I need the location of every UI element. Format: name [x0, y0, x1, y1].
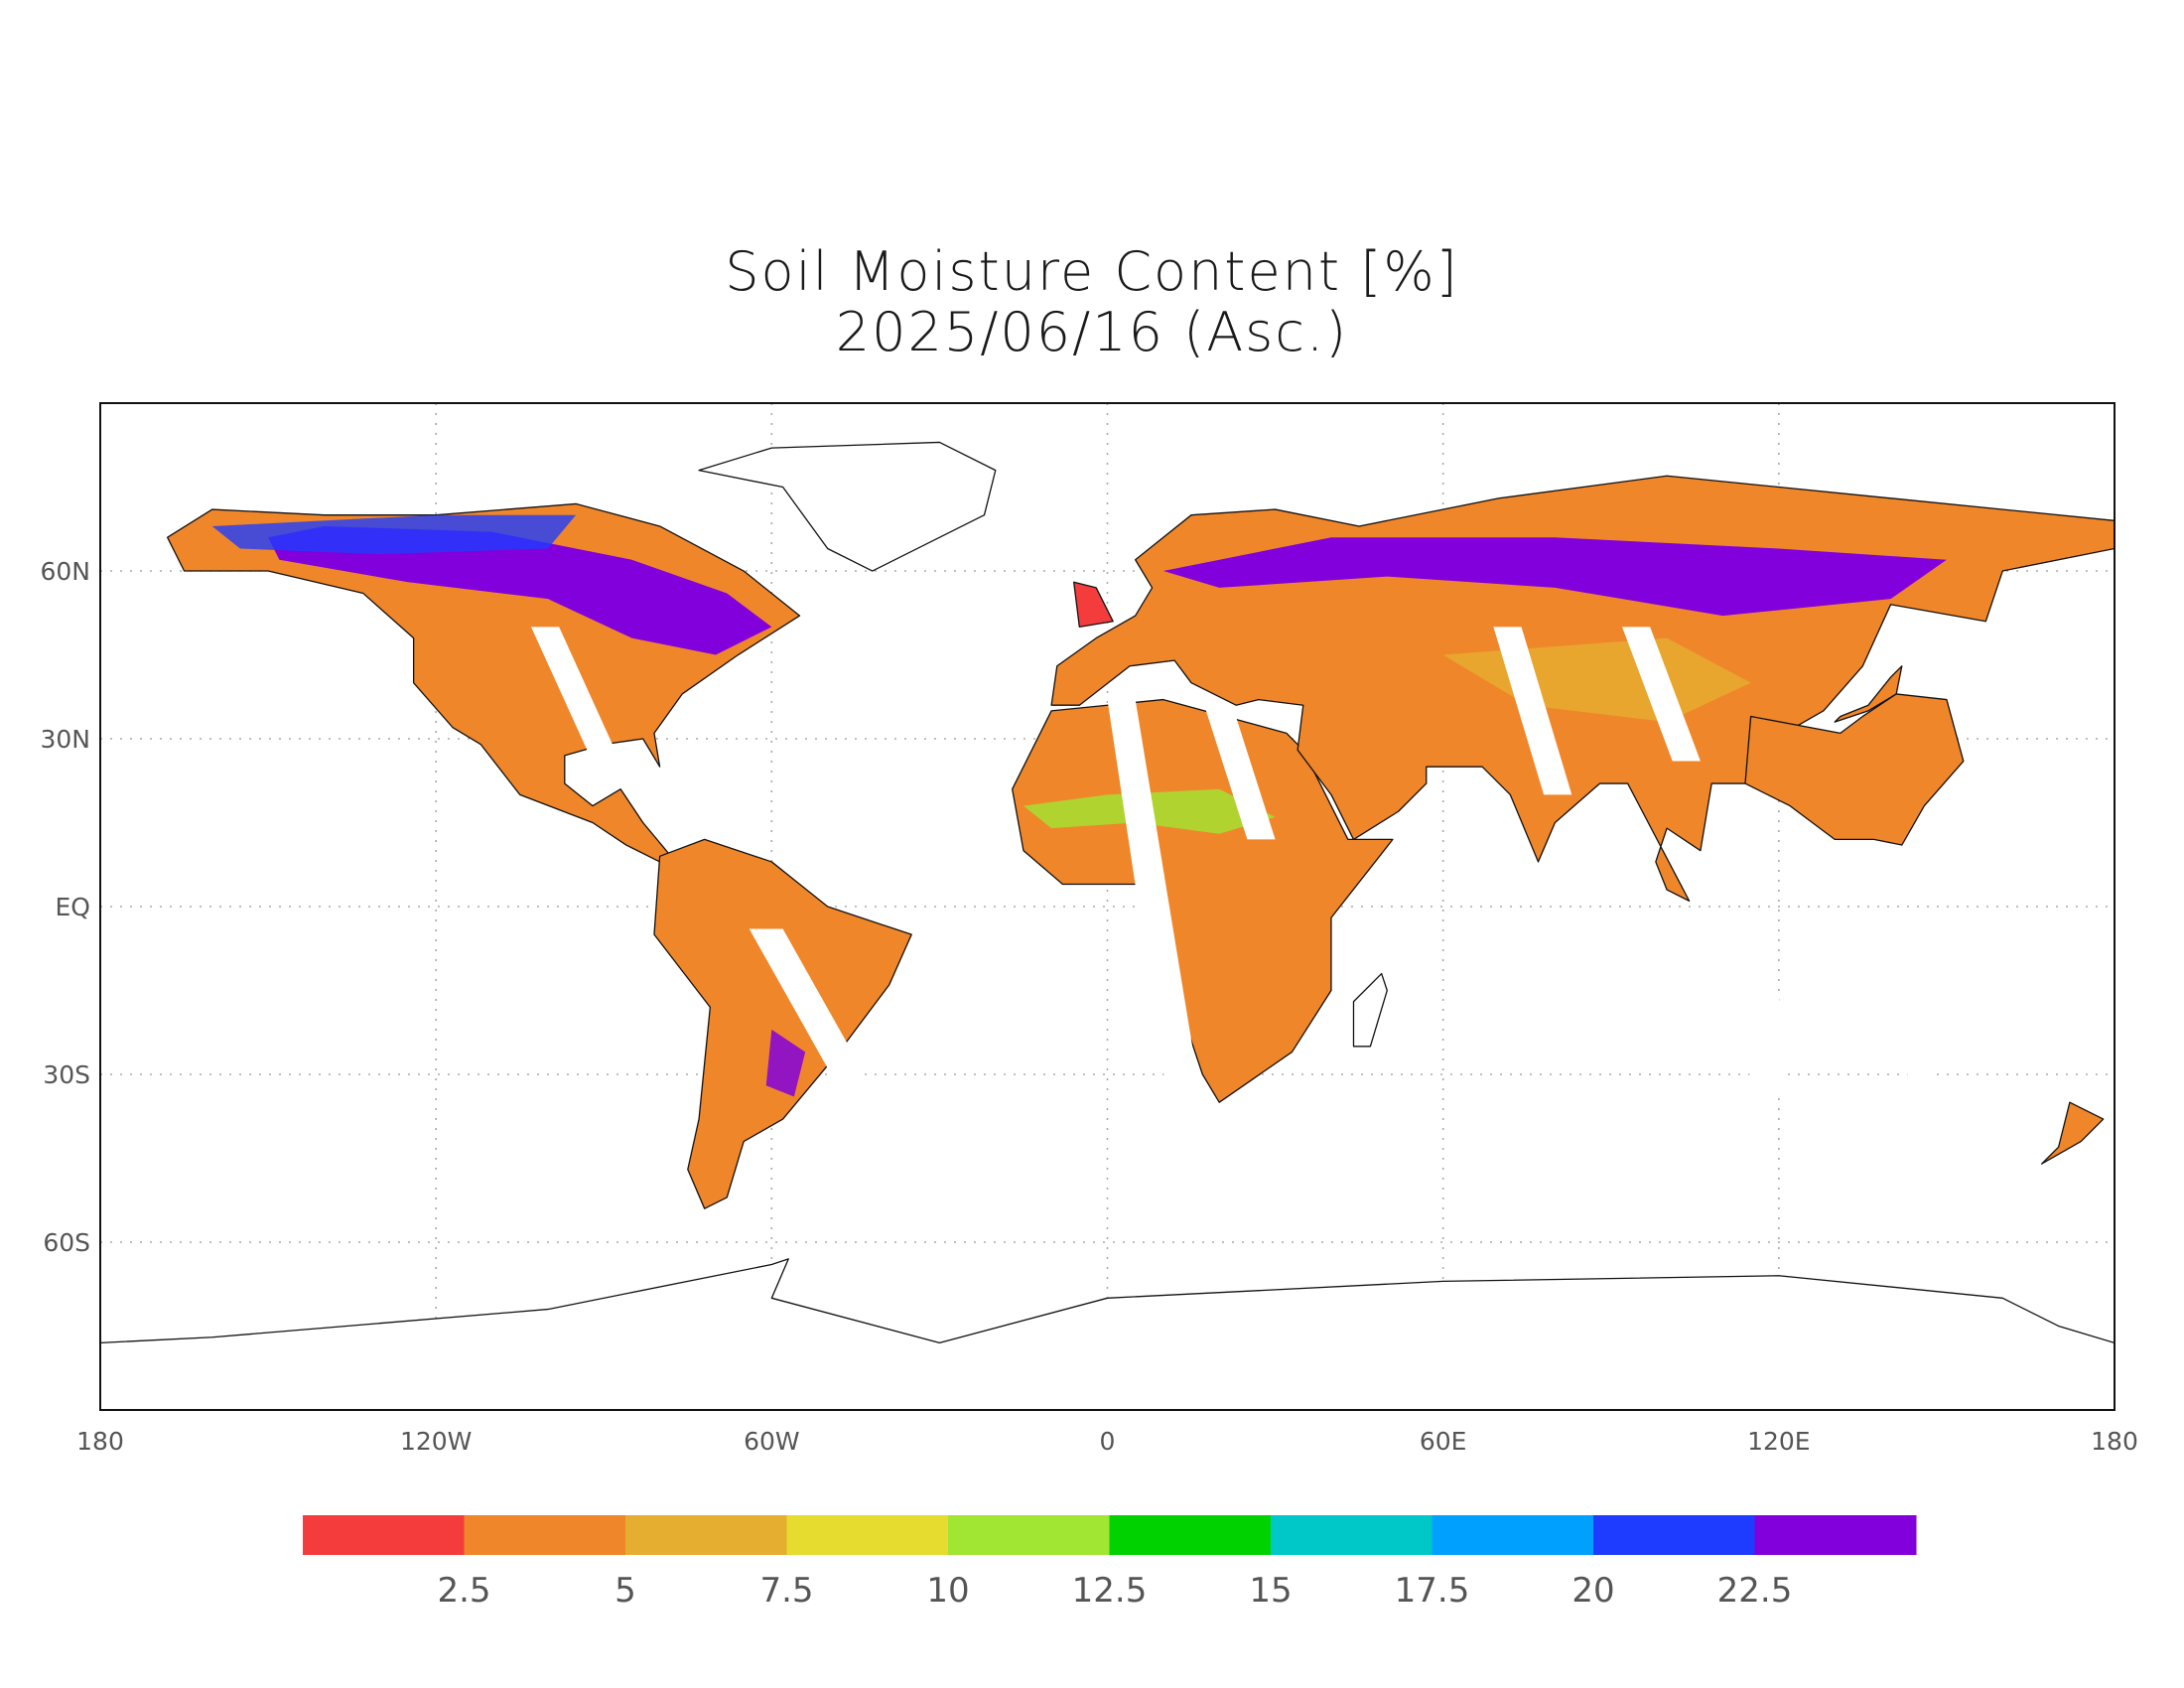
x-tick-label: 120W [400, 1427, 472, 1456]
colorbar-label: 20 [1571, 1571, 1614, 1611]
no-data-swath [1884, 984, 1947, 1120]
colorbar-box [1109, 1515, 1272, 1555]
british-isles [1074, 582, 1113, 627]
no-data-swath [1202, 699, 1276, 840]
x-tick-label: 60W [744, 1427, 800, 1456]
colorbar-label: 7.5 [759, 1571, 813, 1611]
colorbar-box [1754, 1515, 1917, 1555]
axis-labels: 180 120W 60W 0 60E 120E 180 60N 30N EQ 30S 60S [40, 557, 2137, 1456]
no-data-swath [1107, 699, 1203, 1108]
y-tick-label: 30N [40, 725, 90, 754]
y-tick-label: EQ [56, 893, 90, 921]
map-frame [99, 402, 2116, 1411]
no-data-swath [1745, 996, 1791, 1097]
south-america [654, 839, 911, 1208]
colorbar: 2.5 5 7.5 10 12.5 15 17.5 20 22.5 [303, 1515, 1917, 1611]
boreal-blue [211, 514, 577, 555]
y-tick-label: 30S [43, 1060, 90, 1089]
colorbar-box [948, 1515, 1110, 1555]
pampas-wet [765, 1029, 806, 1097]
y-tick-label: 60N [40, 557, 90, 586]
colorbar-box [1271, 1515, 1433, 1555]
no-data-swath [1493, 627, 1572, 795]
greenland [699, 442, 996, 571]
x-tick-label: 120E [1747, 1427, 1811, 1456]
land [100, 442, 2115, 1410]
chart-subtitle: 2025/06/16 (Asc.) [836, 301, 1348, 363]
x-tick-label: 180 [2091, 1427, 2138, 1456]
boreal-wet [268, 525, 772, 655]
x-tick-label: 60E [1420, 1427, 1467, 1456]
colorbar-box [1432, 1515, 1594, 1555]
colorbar-label: 2.5 [437, 1571, 490, 1611]
new-zealand [2042, 1102, 2104, 1164]
japan [1835, 666, 1902, 722]
colorbar-box [303, 1515, 465, 1555]
colorbar-box [625, 1515, 787, 1555]
y-tick-label: 60S [43, 1228, 90, 1257]
colorbar-label: 12.5 [1072, 1571, 1148, 1611]
chart-title: Soil Moisture Content [%] [725, 240, 1458, 303]
australia [1745, 694, 1964, 845]
colorbar-label: 10 [926, 1571, 969, 1611]
no-data-swath [530, 627, 615, 751]
colorbar-label: 17.5 [1395, 1571, 1470, 1611]
madagascar [1353, 974, 1387, 1047]
colorbar-label: 22.5 [1717, 1571, 1793, 1611]
no-data-swath [749, 928, 885, 1108]
antarctica [100, 1259, 2115, 1410]
colorbar-label: 15 [1249, 1571, 1292, 1611]
x-tick-label: 0 [1100, 1427, 1116, 1456]
colorbar-label: 5 [614, 1571, 636, 1611]
colorbar-box [464, 1515, 626, 1555]
map-layer [100, 442, 2115, 1410]
colorbar-box [1593, 1515, 1755, 1555]
colorbar-box [786, 1515, 949, 1555]
no-data-swath [1622, 627, 1701, 762]
x-tick-label: 180 [76, 1427, 124, 1456]
siberia-wet [1162, 537, 1947, 617]
